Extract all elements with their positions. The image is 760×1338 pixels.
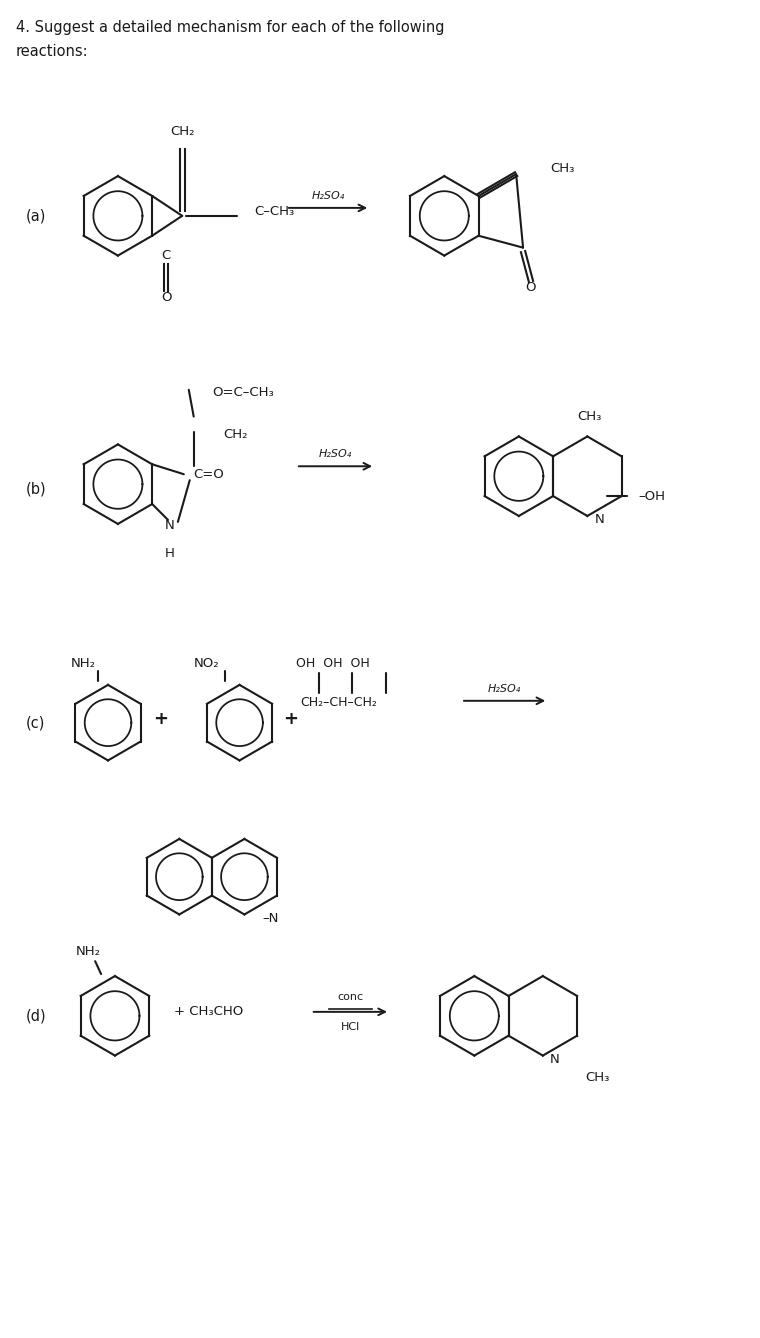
Text: H₂SO₄: H₂SO₄	[312, 191, 345, 201]
Text: CH₃: CH₃	[551, 162, 575, 175]
Text: O: O	[526, 281, 537, 294]
Text: CH₂: CH₂	[170, 124, 195, 138]
Text: N: N	[549, 1053, 559, 1066]
Text: CH₃: CH₃	[577, 409, 601, 423]
Text: (b): (b)	[26, 482, 46, 496]
Text: (d): (d)	[26, 1009, 46, 1024]
Text: HCl: HCl	[340, 1022, 360, 1032]
Text: + CH₃CHO: + CH₃CHO	[174, 1005, 243, 1018]
Text: CH₃: CH₃	[585, 1070, 610, 1084]
Text: C–CH₃: C–CH₃	[255, 205, 295, 218]
Text: CH₂–CH–CH₂: CH₂–CH–CH₂	[300, 696, 377, 709]
Text: conc: conc	[337, 991, 363, 1002]
Text: O: O	[161, 290, 171, 304]
Text: –OH: –OH	[638, 490, 666, 503]
Text: H: H	[165, 547, 175, 561]
Text: N: N	[594, 514, 604, 526]
Text: +: +	[283, 709, 299, 728]
Text: H₂SO₄: H₂SO₄	[488, 684, 521, 694]
Text: (a): (a)	[26, 209, 46, 223]
Text: NH₂: NH₂	[76, 945, 101, 958]
Text: 4. Suggest a detailed mechanism for each of the following: 4. Suggest a detailed mechanism for each…	[16, 20, 445, 35]
Text: –N: –N	[262, 913, 279, 925]
Text: H₂SO₄: H₂SO₄	[319, 450, 352, 459]
Text: OH  OH  OH: OH OH OH	[296, 657, 369, 669]
Text: NO₂: NO₂	[194, 657, 220, 669]
Text: C=O: C=O	[194, 468, 224, 480]
Text: O=C–CH₃: O=C–CH₃	[212, 387, 274, 399]
Text: CH₂: CH₂	[223, 428, 249, 442]
Text: +: +	[153, 709, 168, 728]
Text: C: C	[161, 249, 171, 262]
Text: NH₂: NH₂	[71, 657, 96, 669]
Text: N: N	[165, 519, 175, 533]
Text: reactions:: reactions:	[16, 44, 89, 59]
Text: (c): (c)	[26, 716, 46, 731]
